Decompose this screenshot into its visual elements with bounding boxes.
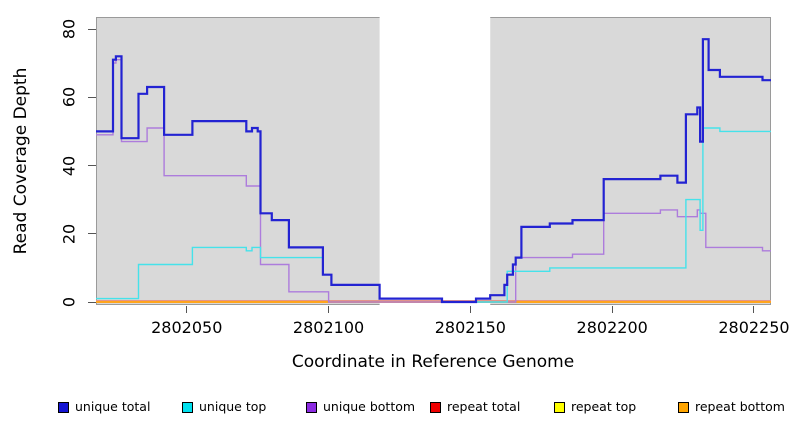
y-tick-label: 0: [59, 296, 79, 308]
legend-label: unique top: [199, 399, 267, 414]
x-tick-mark: [611, 306, 613, 313]
legend-label: repeat top: [571, 399, 637, 414]
legend-label: unique bottom: [323, 399, 416, 414]
legend-swatch-repeat-top: [554, 402, 565, 413]
series-unique-total-line: [96, 38, 771, 304]
y-tick-mark: [88, 165, 96, 166]
plot-area: [96, 17, 771, 305]
y-tick-mark: [88, 233, 96, 235]
y-tick-label: 40: [59, 155, 79, 176]
legend-swatch-repeat-total: [430, 402, 441, 413]
x-tick-label: 2802100: [292, 318, 365, 337]
x-tick-label: 2802150: [434, 318, 506, 337]
x-tick-mark: [469, 306, 471, 313]
legend-label: repeat total: [447, 399, 521, 414]
y-axis-title: Read Coverage Depth: [11, 67, 31, 255]
x-tick-label: 2802050: [151, 318, 223, 337]
x-tick-label: 2802250: [718, 318, 790, 337]
y-tick-mark: [88, 96, 96, 98]
legend-label: unique total: [75, 399, 151, 414]
x-tick-mark: [753, 306, 755, 313]
masked-region-band: [379, 17, 491, 305]
coverage-plot-canvas: [96, 17, 771, 305]
y-tick-mark: [88, 28, 96, 30]
x-tick-mark: [186, 306, 188, 313]
y-tick-mark: [88, 301, 96, 303]
legend-label: repeat bottom: [695, 399, 785, 414]
x-tick-mark: [328, 306, 330, 313]
y-tick-label: 60: [59, 87, 79, 108]
legend-swatch-repeat-bottom: [678, 402, 689, 413]
legend-swatch-unique-bottom: [306, 402, 317, 413]
legend-swatch-unique-top: [182, 402, 193, 413]
x-axis-title: Coordinate in Reference Genome: [291, 352, 575, 372]
x-tick-label: 2802200: [576, 318, 648, 337]
legend-swatch-unique-total: [58, 402, 69, 413]
y-tick-label: 20: [59, 223, 79, 244]
y-tick-label: 80: [59, 18, 79, 40]
